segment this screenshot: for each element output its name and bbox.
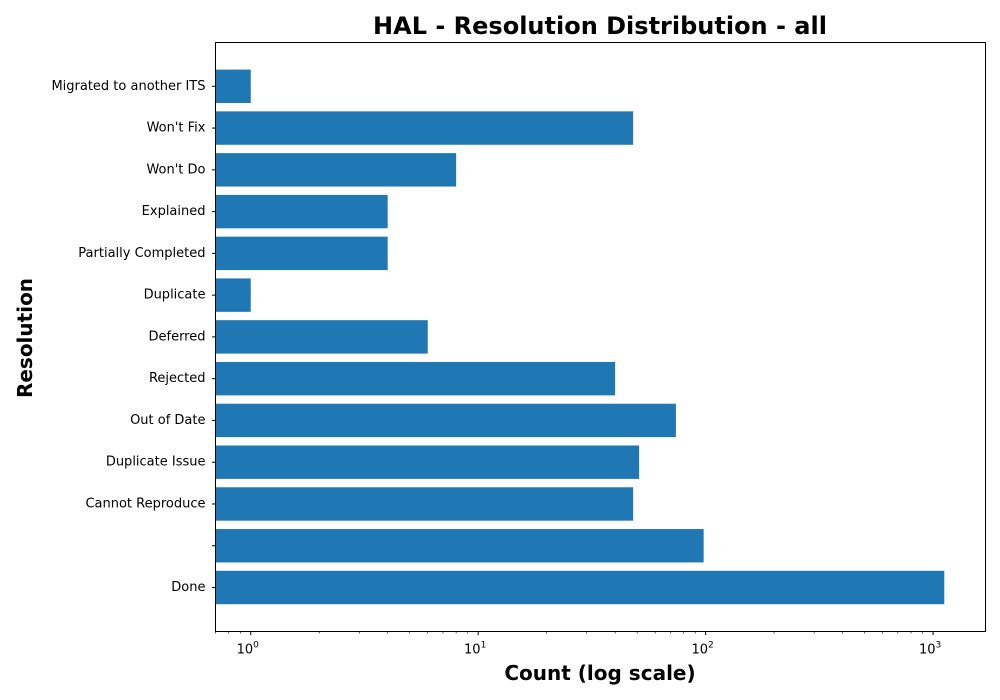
y-tick-label: Explained: [142, 204, 206, 219]
bar-1: [215, 529, 704, 563]
y-tick-label: Won't Fix: [147, 121, 206, 136]
bar-12: [215, 69, 251, 104]
x-tick-label: 100: [237, 641, 260, 658]
bar-2: [215, 487, 634, 521]
y-tick-label: Deferred: [148, 329, 205, 344]
bar-5: [215, 361, 616, 396]
bar-7: [215, 278, 251, 312]
chart-title: HAL - Resolution Distribution - all: [373, 12, 827, 40]
y-tick-label: Done: [171, 580, 205, 595]
y-axis-ticks: Done Cannot Reproduce Duplicate Issue Out o…: [51, 79, 216, 595]
bars: [215, 69, 945, 605]
bar-0: [215, 570, 945, 605]
x-axis-ticks: 100 101 102 103: [215, 631, 941, 658]
y-tick-label: Migrated to another ITS: [51, 79, 205, 94]
bar-10: [215, 153, 457, 187]
x-tick-label: 103: [919, 641, 941, 658]
y-tick-label: Duplicate Issue: [106, 455, 206, 470]
y-tick-label: Duplicate: [144, 288, 206, 303]
bar-9: [215, 194, 388, 229]
x-axis-title: Count (log scale): [504, 661, 695, 685]
y-tick-label: Rejected: [149, 371, 206, 386]
y-tick-label: Cannot Reproduce: [85, 496, 205, 511]
y-tick-label: Out of Date: [130, 413, 205, 428]
y-tick-label: Partially Completed: [78, 246, 205, 261]
bar-3: [215, 445, 640, 479]
bar-11: [215, 111, 634, 145]
bar-8: [215, 236, 388, 271]
x-tick-label: 102: [691, 641, 713, 658]
y-tick-label: Won't Do: [146, 162, 205, 177]
x-tick-label: 101: [464, 641, 486, 658]
y-axis-title: Resolution: [13, 278, 37, 398]
bar-4: [215, 403, 676, 438]
plot-frame: [215, 42, 986, 632]
bar-6: [215, 320, 428, 354]
